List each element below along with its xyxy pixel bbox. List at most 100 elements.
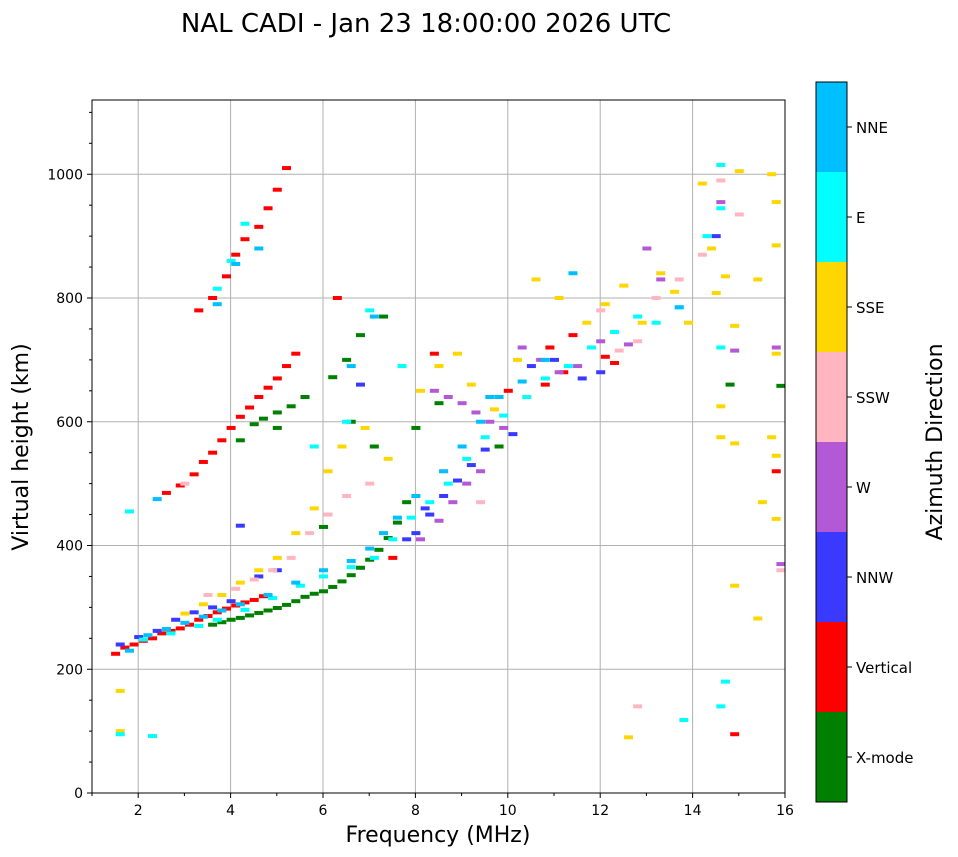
data-point [697, 252, 707, 257]
data-point [263, 593, 273, 597]
data-point [573, 364, 583, 369]
data-point [771, 469, 781, 474]
data-point [476, 469, 486, 474]
data-point [513, 357, 523, 362]
colorbar-segment [816, 352, 847, 442]
data-point [568, 333, 578, 338]
data-point [402, 500, 412, 505]
data-point [730, 441, 740, 446]
colorbar-tick-label: SSE [856, 299, 885, 317]
data-point [776, 568, 786, 573]
data-point [550, 357, 559, 362]
data-point [323, 469, 333, 474]
data-point [457, 444, 467, 449]
data-point [235, 602, 245, 607]
colorbar-segment [816, 442, 847, 532]
data-point [272, 187, 282, 192]
data-point [452, 478, 462, 483]
data-point [683, 320, 693, 325]
data-point [397, 364, 407, 369]
x-tick-label: 6 [319, 803, 328, 819]
data-point [240, 607, 250, 612]
y-axis-label: Virtual height (km) [9, 343, 34, 550]
data-point [716, 435, 726, 440]
chart-title: NAL CADI - Jan 23 18:00:00 2026 UTC [181, 9, 671, 39]
data-point [637, 320, 647, 325]
data-point [342, 494, 352, 498]
colorbar-tick-label: Vertical [856, 659, 912, 677]
data-point [517, 345, 527, 350]
data-point [730, 732, 740, 737]
data-point [161, 627, 171, 632]
data-point [115, 729, 125, 734]
data-point [554, 296, 564, 300]
data-point [476, 419, 486, 424]
data-point [369, 444, 379, 449]
data-point [355, 333, 365, 338]
data-point [457, 401, 467, 406]
data-point [129, 642, 139, 647]
data-point [226, 599, 236, 604]
colorbar-segment [816, 712, 847, 802]
data-point [480, 447, 490, 452]
x-tick-label: 8 [411, 803, 420, 819]
data-point [383, 536, 393, 541]
data-point [448, 500, 458, 505]
data-point [623, 735, 633, 740]
data-point [619, 283, 629, 288]
data-point [443, 481, 453, 486]
x-axis-label: Frequency (MHz) [346, 823, 531, 848]
data-point [374, 547, 384, 552]
data-point [476, 500, 486, 505]
data-point [272, 425, 282, 430]
data-point [771, 351, 781, 356]
data-point [679, 717, 689, 722]
x-tick-label: 10 [499, 803, 517, 819]
data-point [633, 339, 643, 344]
data-point [272, 555, 282, 560]
data-point [189, 610, 199, 615]
data-point [240, 600, 250, 605]
series-nnw [115, 234, 721, 647]
data-point [346, 558, 356, 563]
data-point [466, 382, 476, 387]
data-point [235, 523, 245, 528]
data-point [480, 435, 490, 440]
data-point [753, 616, 763, 621]
data-point [379, 314, 389, 319]
x-tick-label: 4 [226, 803, 235, 819]
data-point [143, 633, 153, 638]
data-point [716, 178, 726, 183]
data-point [610, 330, 620, 335]
data-point [212, 610, 222, 615]
data-point [328, 584, 338, 589]
data-point [771, 516, 781, 521]
data-point [208, 622, 218, 627]
data-point [263, 385, 273, 390]
data-point [776, 562, 786, 567]
data-point [175, 626, 185, 631]
colorbar-tick-label: W [856, 479, 871, 497]
data-point [268, 568, 278, 573]
data-point [734, 169, 744, 174]
colorbar-tick-label: E [856, 209, 865, 227]
data-point [489, 407, 499, 412]
data-point [208, 450, 218, 455]
series-w [416, 200, 786, 567]
data-point [254, 246, 264, 251]
x-axis: 2 4 6 8 10 12 14 16 [91, 793, 794, 819]
data-point [540, 357, 550, 362]
data-marks [111, 162, 786, 740]
data-point [577, 376, 587, 381]
data-point [245, 405, 255, 410]
data-point [420, 506, 430, 511]
data-point [231, 261, 241, 266]
data-point [212, 617, 222, 622]
colorbar-tick-label: NNE [856, 119, 888, 137]
data-point [254, 574, 264, 579]
data-point [725, 382, 735, 387]
data-point [346, 419, 356, 424]
data-point [586, 345, 596, 350]
data-point [249, 422, 259, 427]
data-point [411, 425, 421, 430]
